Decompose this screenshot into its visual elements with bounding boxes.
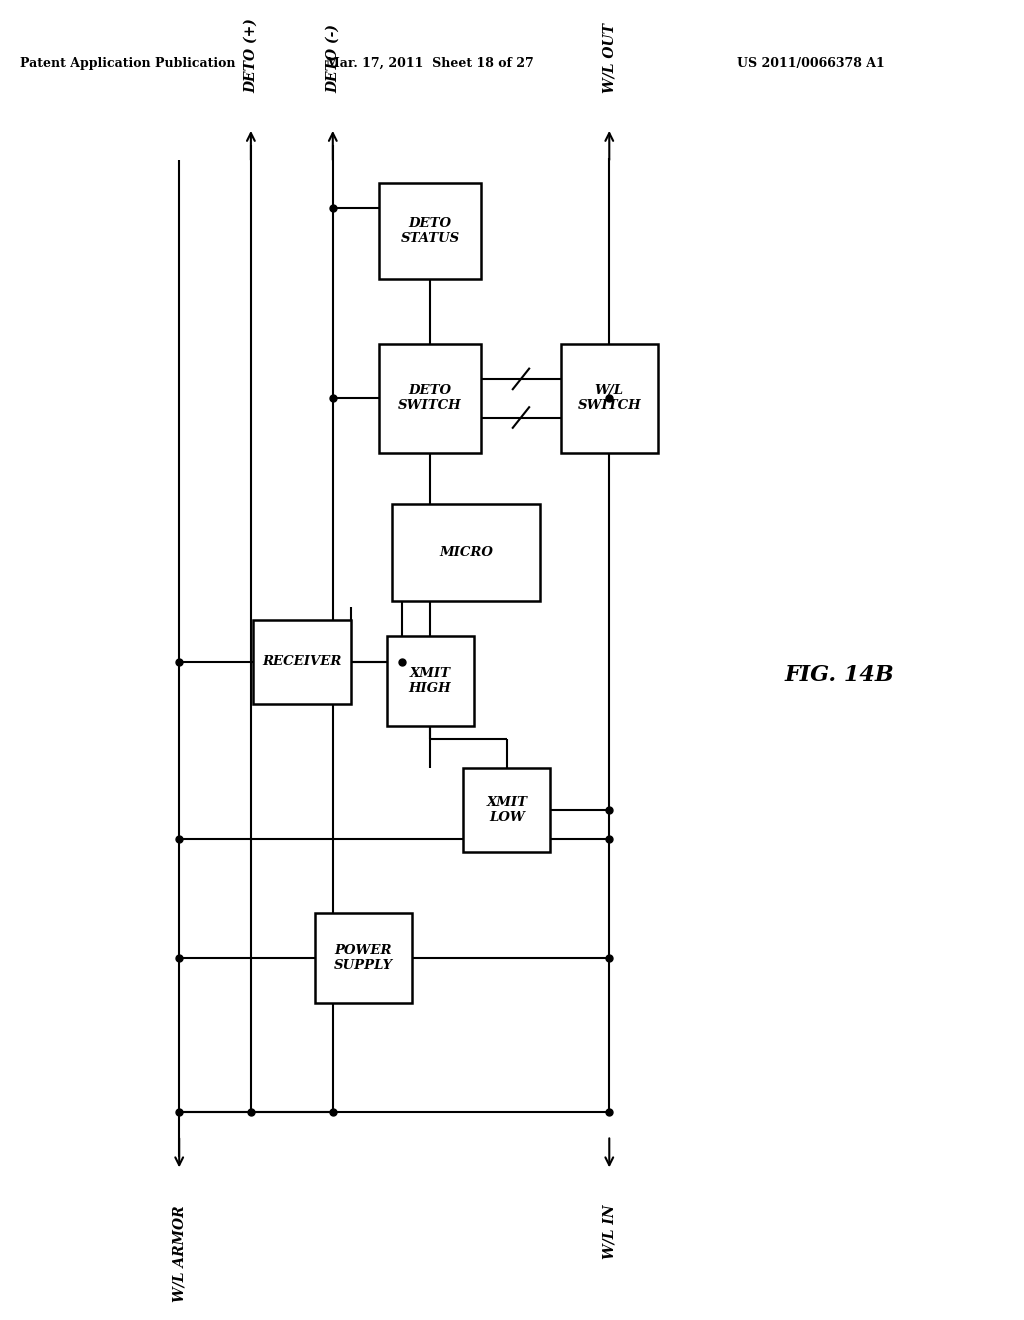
Text: FIG. 14B: FIG. 14B [784,664,895,686]
Bar [379,343,481,453]
Text: US 2011/0066378 A1: US 2011/0066378 A1 [737,57,885,70]
Bar [561,343,657,453]
Text: DETO
STATUS: DETO STATUS [400,216,460,246]
Text: W/L IN: W/L IN [602,1205,616,1259]
Text: W/L ARMOR: W/L ARMOR [172,1205,186,1302]
Text: XMIT
LOW: XMIT LOW [486,796,527,824]
Bar [315,913,412,1003]
Text: RECEIVER: RECEIVER [262,656,342,668]
Text: XMIT
HIGH: XMIT HIGH [409,668,452,696]
Bar [254,620,350,704]
Text: DETO (-): DETO (-) [326,24,340,94]
Bar [391,504,541,601]
Bar [463,768,551,851]
Text: W/L OUT: W/L OUT [602,24,616,94]
Bar [387,636,473,726]
Text: W/L
SWITCH: W/L SWITCH [578,384,641,412]
Text: Patent Application Publication: Patent Application Publication [20,57,236,70]
Bar [379,182,481,280]
Text: Mar. 17, 2011  Sheet 18 of 27: Mar. 17, 2011 Sheet 18 of 27 [327,57,534,70]
Text: DETO (+): DETO (+) [244,18,258,94]
Text: POWER
SUPPLY: POWER SUPPLY [334,944,393,972]
Text: MICRO: MICRO [439,546,493,560]
Text: DETO
SWITCH: DETO SWITCH [398,384,462,412]
